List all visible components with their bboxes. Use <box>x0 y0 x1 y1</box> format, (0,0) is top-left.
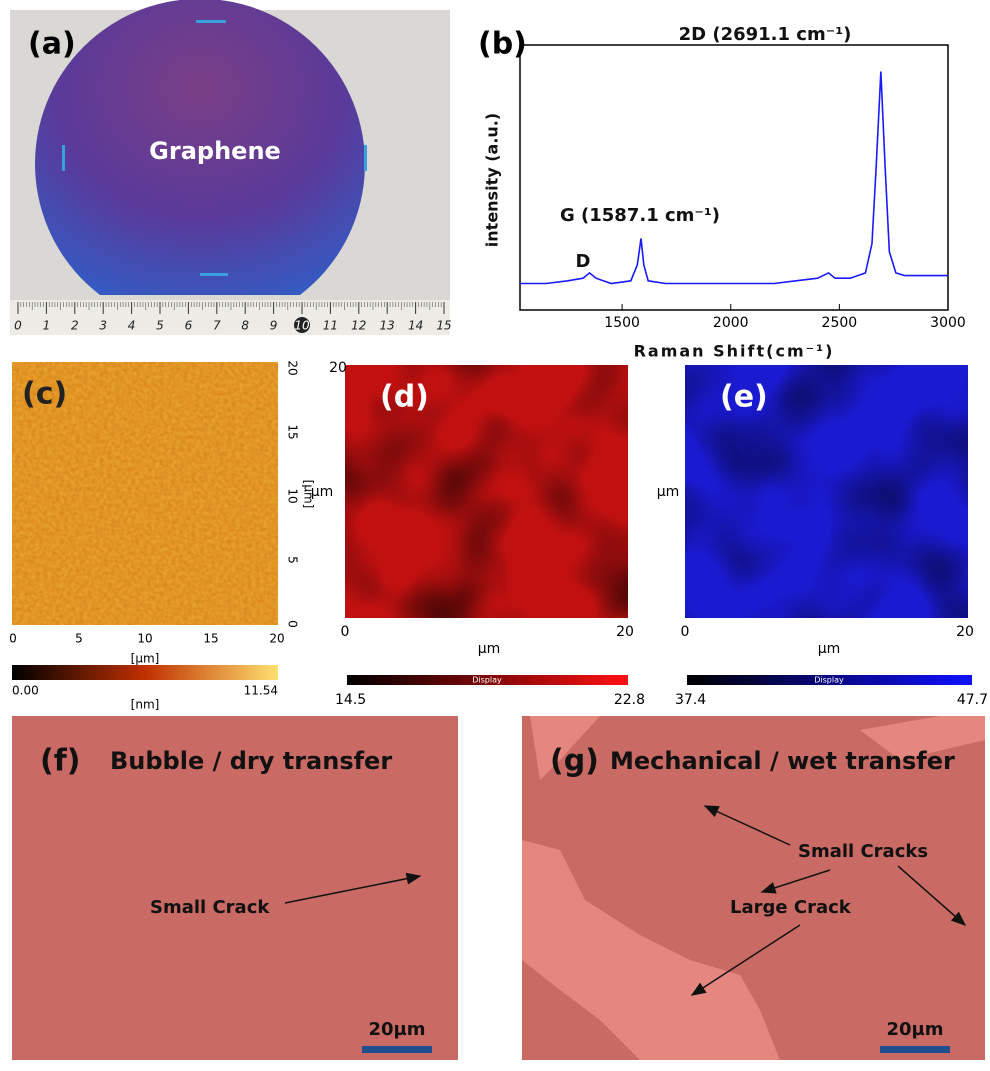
x-axis-label: Raman Shift(cm⁻¹) <box>634 342 835 361</box>
panel-label: (f) <box>40 744 80 779</box>
wafer-label: Graphene <box>149 137 281 165</box>
ruler-label: 12 <box>351 319 366 333</box>
scale-label: 20µm <box>886 1019 943 1040</box>
colorbar-text: Display <box>814 676 844 685</box>
axis-tick: 0 <box>341 624 350 640</box>
x-tick-label: 3000 <box>930 315 966 331</box>
annotation: 2D (2691.1 cm⁻¹) <box>679 24 852 45</box>
figure: 0123456789101112131415 (a) Graphene 1500… <box>0 0 990 1067</box>
colorbar-text: Display <box>472 676 502 685</box>
axis-unit: µm <box>478 641 501 657</box>
axis-tick: 0 <box>286 620 300 628</box>
axis-tick: 10 <box>286 488 300 503</box>
ruler-label: 10 <box>294 319 310 333</box>
panel-label: (a) <box>28 27 76 62</box>
axis-tick: 20 <box>269 632 284 646</box>
axis-tick: 20 <box>286 360 300 375</box>
colorbar-min: 0.00 <box>12 684 39 698</box>
ruler-label: 1 <box>43 319 51 333</box>
axis-tick: 5 <box>286 556 300 564</box>
panel-title: Mechanical / wet transfer <box>610 747 955 775</box>
annotation: Small Cracks <box>798 841 928 862</box>
colorbar <box>12 665 278 680</box>
axis-unit: µm <box>657 484 680 500</box>
colorbar-max: 22.8 <box>614 692 645 708</box>
colorbar-unit: [nm] <box>131 698 160 712</box>
annotation: G (1587.1 cm⁻¹) <box>560 205 720 226</box>
axis-tick: 15 <box>203 632 218 646</box>
axis-tick: 20 <box>616 624 634 640</box>
axis-tick: 15 <box>286 424 300 439</box>
ruler-label: 4 <box>128 319 136 333</box>
axis-tick: 5 <box>75 632 83 646</box>
x-tick-label: 2000 <box>713 315 749 331</box>
panel-label: (c) <box>22 377 67 412</box>
ruler-label: 15 <box>436 319 451 333</box>
colorbar-max: 47.7 <box>957 692 988 708</box>
axis-tick: 20 <box>329 360 347 376</box>
scale-bar <box>362 1046 432 1053</box>
axis-tick: 0 <box>681 624 690 640</box>
ruler-label: 3 <box>99 319 107 333</box>
axis-unit: µm <box>311 484 334 500</box>
mark <box>62 145 65 171</box>
ruler-label: 2 <box>71 319 79 333</box>
annotation: Small Crack <box>150 897 270 918</box>
annotation: D <box>576 251 591 272</box>
axis-unit: µm <box>818 641 841 657</box>
axis-tick: 20 <box>956 624 974 640</box>
axis-unit: [µm] <box>131 652 160 666</box>
panel-label: (g) <box>550 744 599 779</box>
axis-tick: 10 <box>137 632 152 646</box>
scale-label: 20µm <box>368 1019 425 1040</box>
y-axis-label: intensity (a.u.) <box>483 113 502 247</box>
ruler-label: 14 <box>408 319 423 333</box>
mark <box>200 273 228 276</box>
ruler-label: 9 <box>270 319 278 333</box>
ruler-label: 11 <box>323 319 338 333</box>
panel-title: Bubble / dry transfer <box>110 747 392 775</box>
annotation: Large Crack <box>730 897 852 918</box>
x-tick-label: 1500 <box>604 315 640 331</box>
ruler-label: 6 <box>185 319 193 333</box>
panel-label: (d) <box>380 380 429 415</box>
ruler-label: 13 <box>380 319 395 333</box>
ruler-label: 7 <box>213 319 221 333</box>
ruler-label: 5 <box>156 319 164 333</box>
x-tick-label: 2500 <box>822 315 858 331</box>
ruler-label: 8 <box>241 319 249 333</box>
colorbar-max: 11.54 <box>244 684 278 698</box>
panel-label: (b) <box>478 27 527 62</box>
mark <box>196 20 226 23</box>
panel-label: (e) <box>720 380 768 415</box>
ruler-label: 0 <box>14 319 22 333</box>
mark <box>364 145 367 171</box>
colorbar-min: 37.4 <box>675 692 706 708</box>
axis-tick: 0 <box>9 632 17 646</box>
scale-bar <box>880 1046 950 1053</box>
colorbar-min: 14.5 <box>335 692 366 708</box>
